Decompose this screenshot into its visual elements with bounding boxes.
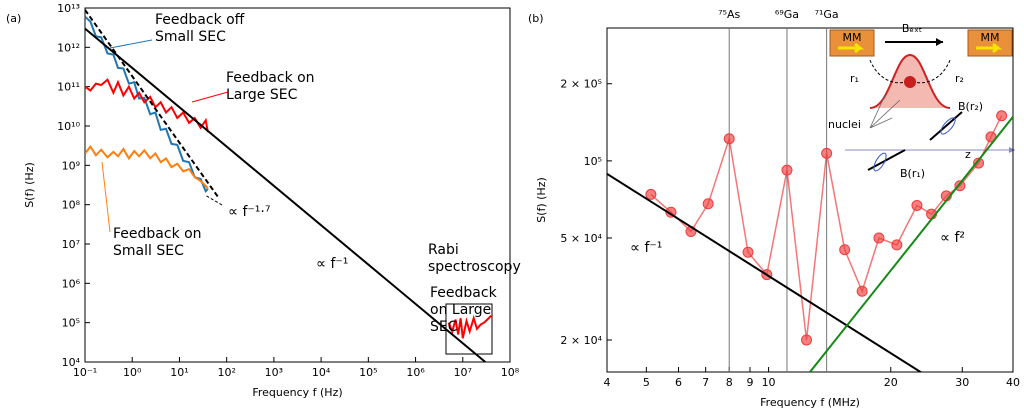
y-tick-label: 10⁴ xyxy=(62,356,81,369)
data-point xyxy=(996,110,1008,122)
annotation: ∝ f² xyxy=(940,230,965,246)
reference-label: ⁶⁹Ga xyxy=(775,8,799,21)
plot-frame xyxy=(84,7,511,363)
y-tick-label: 10⁹ xyxy=(62,159,80,172)
series-line xyxy=(809,116,1013,372)
x-tick-label: 10⁴ xyxy=(312,366,331,379)
series-line xyxy=(447,314,492,339)
annotation: ∝ f⁻¹ xyxy=(630,240,663,256)
series-line xyxy=(85,78,209,133)
x-tick-label: 9 xyxy=(746,376,753,389)
data-point xyxy=(742,246,754,258)
pointer xyxy=(204,194,223,206)
magnet xyxy=(829,29,875,57)
pointer xyxy=(191,91,229,103)
y-tick-label: 2 × 10⁴ xyxy=(560,334,602,347)
y-tick-label: 10⁵ xyxy=(584,155,602,168)
x-tick-label: 10⁶ xyxy=(406,366,425,379)
plot-area xyxy=(85,9,492,362)
plot-area xyxy=(607,110,1013,372)
x-tick-label: 40 xyxy=(1006,376,1020,389)
series-line xyxy=(85,144,209,190)
y-tick-label: 10¹³ xyxy=(57,2,80,15)
data-point xyxy=(723,133,735,145)
x-tick-label: 7 xyxy=(702,376,709,389)
panel-label: (b) xyxy=(528,12,544,25)
annotation: ∝ f⁻¹ xyxy=(316,256,349,272)
annotation: Feedback on Small SEC xyxy=(113,226,202,259)
y-tick-label: 10⁶ xyxy=(62,277,81,290)
inset-label: r₁ xyxy=(850,72,859,85)
annotation: ∝ f⁻¹·⁷ xyxy=(228,204,271,220)
x-tick-label: 10³ xyxy=(265,366,283,379)
data-point xyxy=(839,244,851,256)
y-tick-label: 10¹² xyxy=(57,41,80,54)
x-tick-label: 30 xyxy=(955,376,969,389)
inset-diagram: MM Bₑₓₜ MM r₁ r₂ nuclei B(r₂) B(r₁) z xyxy=(828,22,1015,180)
data-point xyxy=(702,198,714,210)
inset-label: nuclei xyxy=(828,118,861,131)
y-tick-label: 10⁸ xyxy=(62,199,81,212)
pointer xyxy=(101,161,111,233)
x-tick-label: 10⁷ xyxy=(454,366,472,379)
inset-label: B(r₁) xyxy=(900,167,925,180)
data-point xyxy=(891,239,903,251)
x-axis-label: Frequency f (MHz) xyxy=(760,396,860,409)
series-line xyxy=(85,27,486,362)
pointer xyxy=(109,39,153,49)
x-tick-label: 10¹ xyxy=(170,366,188,379)
inset-label: MM xyxy=(843,31,862,44)
data-point xyxy=(821,147,833,159)
reference-label: ⁷⁵As xyxy=(718,8,740,21)
x-tick-label: 10² xyxy=(217,366,235,379)
y-axis-label: S(f) (Hz) xyxy=(535,177,548,223)
data-point xyxy=(911,199,923,211)
x-tick-label: 10⁰ xyxy=(123,366,142,379)
reference-label: ⁷¹Ga xyxy=(815,8,839,21)
x-tick-label: 20 xyxy=(884,376,898,389)
inset-label: MM xyxy=(981,31,1000,44)
x-tick-label: 8 xyxy=(726,376,733,389)
inset-label: z xyxy=(965,148,971,161)
magnet xyxy=(967,29,1013,57)
y-axis-label: S(f) (Hz) xyxy=(23,162,36,208)
series-line xyxy=(607,172,923,372)
data-point xyxy=(973,157,985,169)
annotation: Feedback on Large SEC xyxy=(226,70,315,103)
x-tick-label: 5 xyxy=(643,376,650,389)
x-tick-label: 10⁻¹ xyxy=(73,366,97,379)
series-line xyxy=(85,9,221,200)
x-tick-label: 10⁸ xyxy=(501,366,520,379)
data-point xyxy=(873,232,885,244)
panel-label: (a) xyxy=(6,12,21,25)
inset-label: B(r₂) xyxy=(958,100,983,113)
inset-label: r₂ xyxy=(955,72,964,85)
y-tick-label: 10⁷ xyxy=(62,238,80,251)
y-tick-label: 2 × 10⁵ xyxy=(560,78,602,91)
inset-frame xyxy=(445,303,493,355)
annotation: Feedback off Small SEC xyxy=(155,12,245,45)
x-tick-label: 10 xyxy=(762,376,776,389)
y-tick-label: 10¹⁰ xyxy=(57,120,80,133)
series-line xyxy=(85,15,209,193)
y-tick-label: 10⁵ xyxy=(62,317,80,330)
annotation: Feedback on Large SEC xyxy=(430,285,497,335)
x-tick-label: 4 xyxy=(604,376,611,389)
data-point xyxy=(856,285,868,297)
data-point xyxy=(645,188,657,200)
y-tick-label: 10¹¹ xyxy=(57,81,80,94)
data-point xyxy=(800,334,812,346)
x-tick-label: 6 xyxy=(675,376,682,389)
x-axis-label: Frequency f (Hz) xyxy=(252,386,342,399)
data-point xyxy=(781,164,793,176)
plot-frame xyxy=(606,27,1014,373)
y-tick-label: 5 × 10⁴ xyxy=(560,232,602,245)
annotation: Rabi spectroscopy xyxy=(428,242,521,275)
x-tick-label: 10⁵ xyxy=(359,366,377,379)
